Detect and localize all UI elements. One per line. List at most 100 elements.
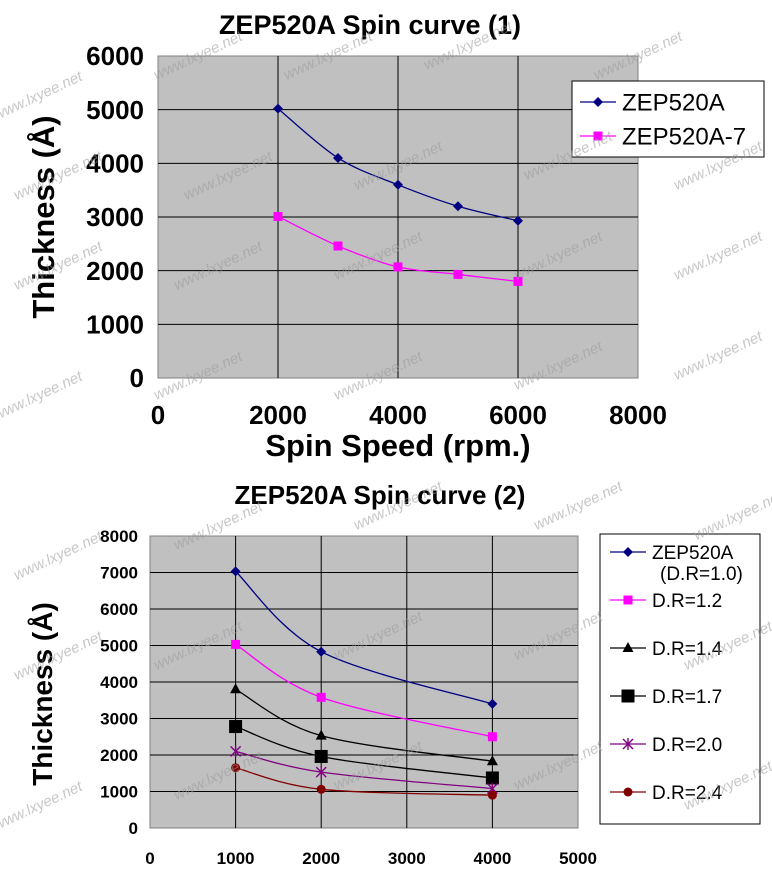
y-tick-label: 6000 [86,41,144,71]
y-tick-label: 1000 [86,309,144,339]
chart-1-legend-box [571,80,765,158]
chart-1-title: ZEP520A Spin curve (1) [219,10,521,40]
legend-marker-1 [593,131,603,141]
series-1-point [453,269,463,279]
series-0-point [316,646,327,657]
watermark-text: www.lxyee.net [671,228,766,284]
series-line-4 [235,750,493,790]
x-tick-label: 2000 [302,849,340,868]
series-3-point [229,720,243,734]
chart-1-series [273,103,523,286]
series-5-point [487,790,497,800]
series-0-point [513,215,523,226]
series-2-point [315,729,327,740]
watermark-text: www.lxyee.net [531,478,626,534]
x-tick-label: 1000 [217,849,255,868]
x-tick-label: 4000 [369,400,427,430]
y-tick-label: 4000 [86,148,144,178]
chart-2-gridlines [150,536,578,828]
chart-2-title: ZEP520A Spin curve (2) [235,480,526,510]
series-1-point [513,276,523,286]
chart-1: ZEP520A Spin curve (1) 0 1000 2000 3000 4000… [26,10,765,463]
chart-1-x-ticks: 0 2000 4000 6000 8000 [151,400,667,430]
legend-marker-0 [593,97,603,107]
chart-2-series [229,566,499,800]
legend-label-5: D.R=2.4 [652,783,723,804]
legend-label-1: D.R=1.2 [652,591,722,612]
y-tick-label: 6000 [100,600,138,619]
legend-label-3: D.R=1.7 [652,687,722,708]
y-tick-label: 3000 [100,709,138,728]
series-3-point [314,749,328,763]
series-1-point [273,211,283,221]
x-tick-label: 0 [145,849,154,868]
series-5-point [316,784,326,794]
x-tick-label: 6000 [489,400,547,430]
series-1-point [333,241,343,251]
series-0-point [453,201,463,212]
x-tick-label: 4000 [473,849,511,868]
watermark-text: www.lxyee.net [0,368,86,424]
series-4-point [315,766,327,779]
series-line-1 [235,643,493,738]
chart-1-y-ticks: 0 1000 2000 3000 4000 5000 6000 [86,41,144,393]
y-tick-label: 0 [130,363,144,393]
series-0-point [333,152,343,163]
legend-label-4: D.R=2.0 [652,735,722,756]
legend-label-0: ZEP520A [652,543,734,564]
series-2-point [486,755,498,766]
series-line-5 [235,767,493,796]
y-tick-label: 0 [129,819,138,838]
legend-marker-3 [621,689,635,703]
y-tick-label: 8000 [100,527,138,546]
series-5-point [231,763,241,773]
watermark-text: www.lxyee.net [11,528,106,584]
chart-2-y-axis-label: Thickness (Å) [27,602,58,786]
x-tick-label: 5000 [559,849,597,868]
y-tick-label: 4000 [100,673,138,692]
series-0-point [230,566,241,577]
chart-2-legend: ZEP520A(D.R=1.0) D.R=1.2 D.R=1.4 D.R=1.7 D.R… [599,533,761,825]
chart-1-legend: ZEP520A ZEP520A-7 [571,80,765,158]
series-1-point [487,732,497,742]
y-tick-label: 2000 [100,746,138,765]
chart-2-x-ticks: 0 1000 2000 3000 4000 5000 [145,849,597,868]
y-tick-label: 5000 [86,95,144,125]
legend-marker-4 [622,738,634,750]
y-tick-label: 2000 [86,256,144,286]
series-0-point [273,103,283,114]
series-line-2 [235,688,493,762]
chart-2-legend-box [599,533,761,825]
chart-2: ZEP520A Spin curve (2) 0 1000 2000 3000 4000… [27,480,761,868]
legend-marker-1 [623,595,633,605]
legend-marker-0 [623,547,633,557]
series-2-point [230,683,242,694]
x-tick-label: 0 [151,400,165,430]
series-3-point [485,771,499,785]
chart-1-x-axis-label: Spin Speed (rpm.) [265,428,530,463]
series-1-point [393,262,403,272]
legend-label-1: ZEP520A-7 [622,124,746,151]
series-line-0 [235,570,493,705]
series-1-point [231,639,241,649]
legend-label-2: D.R=1.4 [652,639,723,660]
legend-marker-5 [623,787,633,797]
series-0-point [393,179,403,190]
x-tick-label: 2000 [249,400,307,430]
chart-1-y-axis-label: Thickness (Å) [26,115,61,318]
y-tick-label: 7000 [100,563,138,582]
x-tick-label: 3000 [388,849,426,868]
watermark-text: www.lxyee.net [11,628,106,684]
legend-label-0-line2: (D.R=1.0) [660,564,743,585]
chart-2-y-ticks: 0 1000 2000 3000 4000 5000 6000 7000 8000 [100,527,138,838]
legend-label-0: ZEP520A [622,90,725,117]
x-tick-label: 8000 [609,400,667,430]
series-4-point [230,745,242,758]
y-tick-label: 5000 [100,636,138,655]
y-tick-label: 1000 [100,782,138,801]
legend-marker-2 [622,642,634,652]
y-tick-label: 3000 [86,202,144,232]
series-0-point [487,698,498,709]
series-1-point [316,692,326,702]
